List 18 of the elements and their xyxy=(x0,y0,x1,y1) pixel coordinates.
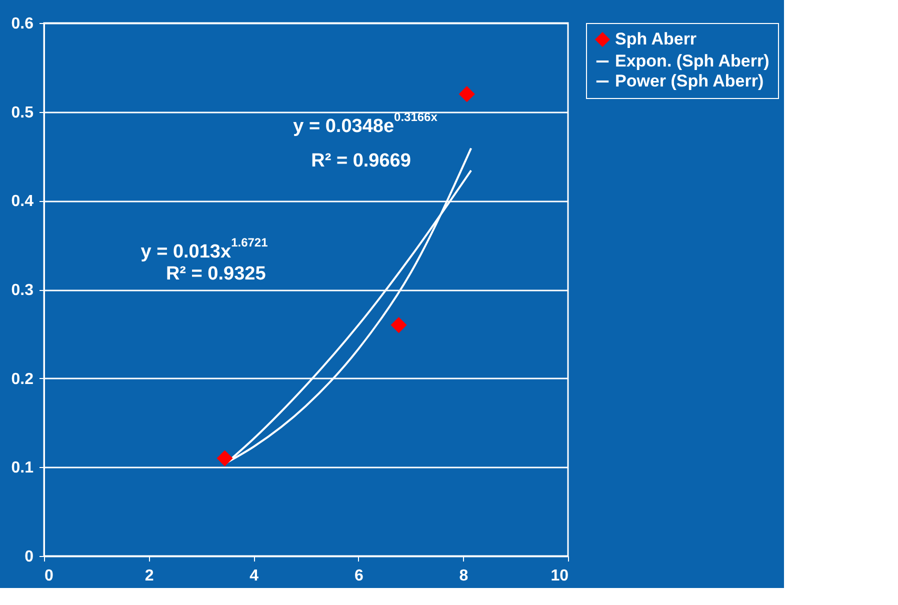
y-tick-label: 0.2 xyxy=(11,370,34,388)
y-tick-label: 0.4 xyxy=(11,193,34,210)
y-tick-label: 0.3 xyxy=(11,282,34,299)
x-tick-label: 6 xyxy=(354,568,364,584)
legend-label: Sph Aberr xyxy=(615,30,697,48)
y-tick-label: 0.6 xyxy=(11,16,34,32)
x-tick-label: 2 xyxy=(144,568,154,584)
x-tick-label: 10 xyxy=(550,568,569,584)
annotation: R² = 0.9669 xyxy=(311,150,411,172)
x-tick-label: 4 xyxy=(250,568,259,584)
y-tick-label: 0 xyxy=(24,548,34,566)
legend-label: Power (Sph Aberr) xyxy=(615,72,764,90)
y-tick-label: 0.5 xyxy=(11,104,34,122)
annotation: R² = 0.9325 xyxy=(166,264,266,285)
y-tick-label: 0.1 xyxy=(11,460,34,477)
x-tick-label: 0 xyxy=(44,568,54,584)
x-tick-label: 8 xyxy=(459,568,468,584)
legend-label: Expon. (Sph Aberr) xyxy=(615,52,770,70)
